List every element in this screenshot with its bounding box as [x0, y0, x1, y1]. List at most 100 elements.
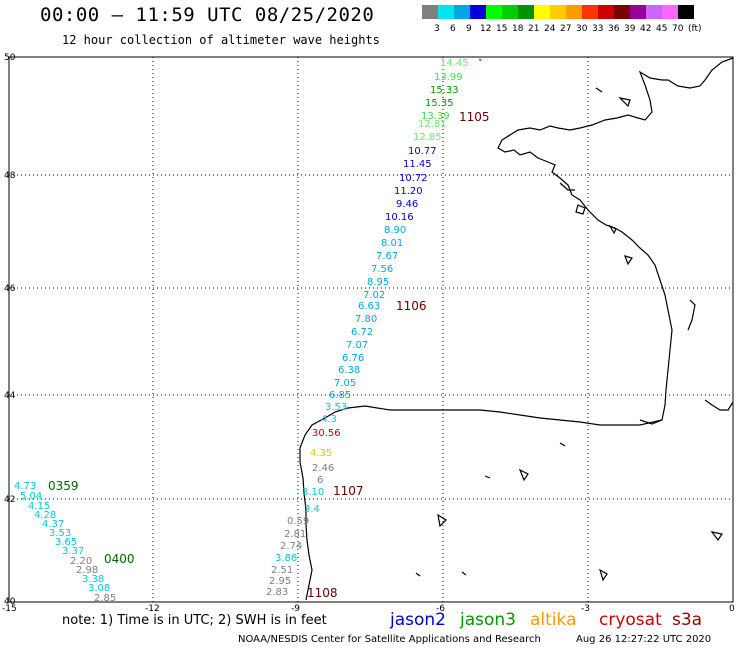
track-value: 0.59	[287, 516, 309, 527]
track-value: 11.20	[394, 186, 423, 197]
pass-label: 1105	[459, 110, 490, 124]
map-title: 00:00 – 11:59 UTC 08/25/2020	[40, 4, 375, 26]
track-value: 15.35	[425, 98, 454, 109]
track-value: 10.77	[408, 146, 437, 157]
y-axis-label: 48	[4, 171, 16, 181]
legend-swatch	[662, 5, 678, 19]
satellite-label-jason3: jason3	[460, 610, 516, 630]
track-value: 6	[317, 475, 323, 486]
graticule	[9, 57, 733, 602]
track-value: 3.86	[275, 553, 297, 564]
track-value: 2.81	[284, 529, 306, 540]
legend-tick: 36	[608, 24, 620, 34]
footer-timestamp: Aug 26 12:27:22 UTC 2020	[576, 634, 712, 645]
track-value: 7.80	[355, 314, 377, 325]
satellite-label-jason2: jason2	[390, 610, 446, 630]
legend-tick: 33	[592, 24, 604, 34]
satellite-label-cryosat: cryosat	[599, 610, 662, 630]
legend-tick: 70	[672, 24, 684, 34]
legend-tick: 15	[496, 24, 508, 34]
track-value: 2.51	[271, 565, 293, 576]
satellite-label-altika: altika	[530, 610, 577, 630]
track-value: 10.16	[385, 212, 414, 223]
track-value: 6.72	[351, 327, 373, 338]
legend-swatch	[438, 5, 454, 19]
legend-swatch	[550, 5, 566, 19]
x-axis-label: -15	[2, 604, 17, 614]
legend-tick: 6	[450, 24, 456, 34]
track-value: 3.38	[82, 574, 104, 585]
track-value: 3.65	[55, 537, 77, 548]
track-value: 10.72	[399, 173, 428, 184]
x-axis-label: -12	[145, 604, 160, 614]
track-value: 7.56	[371, 264, 393, 275]
track-value: 6.38	[338, 365, 360, 376]
y-axis-label: 40	[4, 597, 16, 607]
legend-swatch	[422, 5, 438, 19]
track-value: 12.85	[413, 132, 442, 143]
legend-swatch	[534, 5, 550, 19]
track-value: 7.67	[376, 251, 398, 262]
plot-frame	[8, 56, 734, 603]
pass-label: 1106	[396, 299, 427, 313]
legend-swatch	[678, 5, 694, 19]
track-value: 2.46	[312, 463, 334, 474]
track-value: 15.33	[430, 85, 459, 96]
track-value: 7.02	[363, 290, 385, 301]
satellite-label-s3a: s3a	[672, 610, 703, 630]
track-value: 8.95	[367, 277, 389, 288]
track-value: 3.10	[302, 487, 324, 498]
track-value: 3.53	[49, 528, 71, 539]
legend-tick: 21	[528, 24, 540, 34]
x-axis-label: 0	[729, 604, 735, 614]
track-value: 4.37	[42, 519, 64, 530]
legend-tick: 9	[466, 24, 472, 34]
track-value: 3.53	[325, 402, 347, 413]
coastline	[299, 57, 734, 601]
legend-tick: 42	[640, 24, 652, 34]
track-value: 7.07	[346, 340, 368, 351]
pass-labels: 1105 1106 1107 1108 0359 0400	[48, 110, 490, 600]
legend-swatch	[470, 5, 486, 19]
track-value: 11.45	[403, 159, 432, 170]
legend-swatch	[646, 5, 662, 19]
footer-note: note: 1) Time is in UTC; 2) SWH is in fe…	[62, 613, 327, 628]
legend-tick: 24	[544, 24, 556, 34]
pass-label: 1107	[333, 484, 364, 498]
track-value: 6.76	[342, 353, 364, 364]
track-value: 3.37	[62, 546, 84, 557]
legend-swatch	[598, 5, 614, 19]
legend-unit: (ft)	[688, 24, 702, 34]
legend-tick: 27	[560, 24, 572, 34]
pass-label: 0400	[104, 552, 135, 566]
legend-tick: 18	[512, 24, 524, 34]
y-axis-label: 42	[4, 495, 15, 505]
legend-tick: 39	[624, 24, 636, 34]
y-axis-label: 46	[4, 284, 16, 294]
track-value: 4.3	[321, 414, 337, 425]
legend-swatch	[582, 5, 598, 19]
track-value: 2.85	[94, 593, 116, 604]
track-value: 2.98	[76, 565, 98, 576]
map-subtitle: 12 hour collection of altimeter wave hei…	[62, 33, 380, 47]
x-axis-label: -9	[291, 604, 300, 614]
track-value: 4.28	[34, 510, 56, 521]
legend-swatch	[614, 5, 630, 19]
legend-tick: 45	[656, 24, 668, 34]
track-value: 2.95	[269, 576, 291, 587]
track-value: 6.85	[329, 390, 351, 401]
y-axis-label: 44	[4, 391, 16, 401]
legend-tick: 3	[434, 24, 440, 34]
legend-swatch	[518, 5, 534, 19]
x-axis-label: -3	[581, 604, 590, 614]
track-value: 2.74	[280, 541, 302, 552]
track-value: 7.05	[334, 378, 356, 389]
footer-credit: NOAA/NESDIS Center for Satellite Applica…	[238, 634, 541, 645]
track-value: 3.4	[304, 504, 320, 515]
legend-swatch	[630, 5, 646, 19]
track-value: 13.39	[421, 111, 450, 122]
legend-swatch	[502, 5, 518, 19]
track-value: 13.99	[434, 72, 463, 83]
pass-label: 0359	[48, 479, 79, 493]
